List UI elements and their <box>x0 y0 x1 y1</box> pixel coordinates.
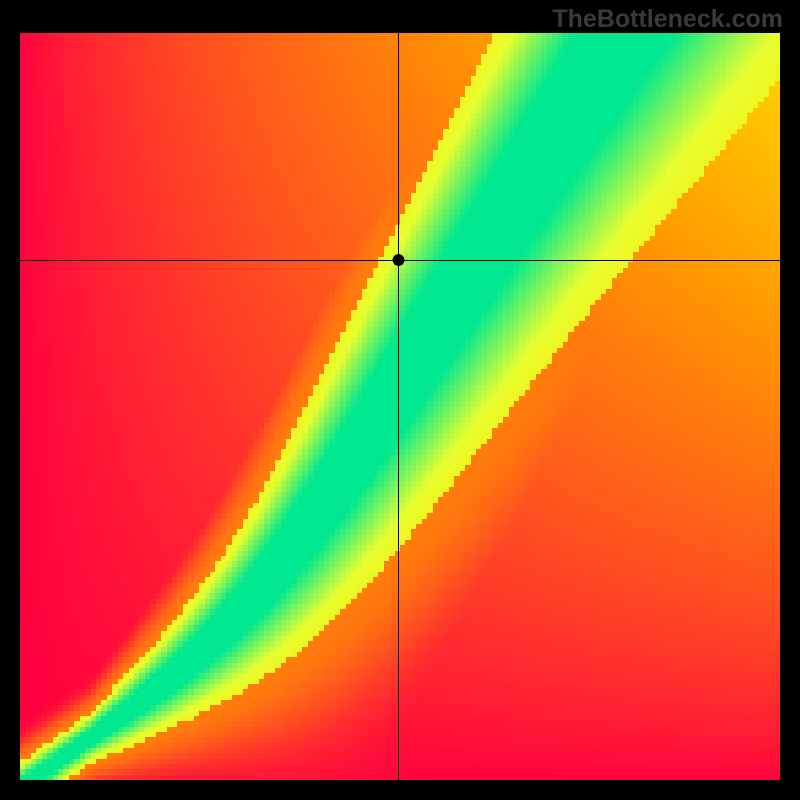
watermark-label: TheBottleneck.com <box>552 5 783 34</box>
crosshair-overlay <box>20 33 780 780</box>
